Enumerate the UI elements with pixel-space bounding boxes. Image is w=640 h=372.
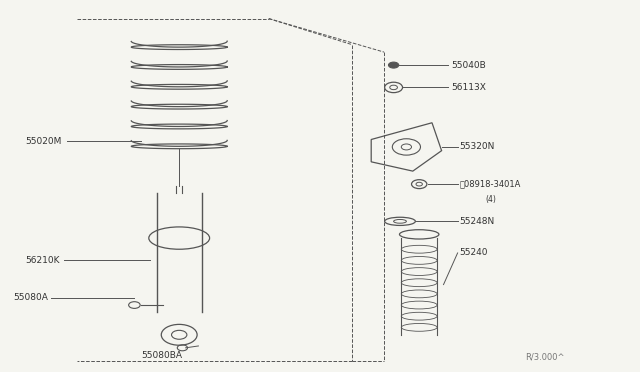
Text: 56210K: 56210K <box>26 256 60 265</box>
Text: 56113X: 56113X <box>451 83 486 92</box>
Text: R/3.000^: R/3.000^ <box>525 353 564 362</box>
Text: 55248N: 55248N <box>460 217 495 226</box>
Text: ⓝ08918-3401A: ⓝ08918-3401A <box>460 180 521 189</box>
Text: 55040B: 55040B <box>451 61 486 70</box>
Text: 55240: 55240 <box>460 248 488 257</box>
Text: (4): (4) <box>485 195 496 203</box>
Text: 55080A: 55080A <box>13 293 47 302</box>
Text: 55320N: 55320N <box>460 142 495 151</box>
Text: 55080BA: 55080BA <box>141 351 182 360</box>
Circle shape <box>388 62 399 68</box>
Text: 55020M: 55020M <box>26 137 62 146</box>
